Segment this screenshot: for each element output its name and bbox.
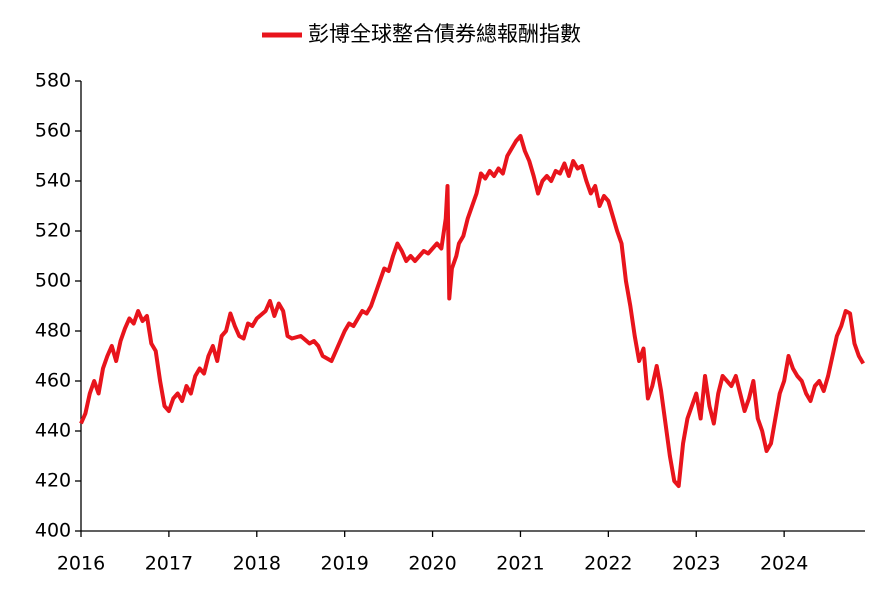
x-tick-label: 2018: [233, 553, 281, 575]
y-tick-label: 500: [35, 270, 71, 292]
x-tick-label: 2021: [496, 553, 544, 575]
y-tick-label: 400: [35, 520, 71, 542]
data-line: [79, 134, 865, 488]
y-tick-label: 580: [35, 70, 71, 92]
x-tick-label: 2016: [57, 553, 105, 575]
x-tick-label: 2019: [320, 553, 368, 575]
y-tick-label: 480: [35, 320, 71, 342]
y-tick-label: 440: [35, 420, 71, 442]
legend-text: 彭博全球整合債券總報酬指數: [308, 22, 581, 46]
y-tick-label: 520: [35, 220, 71, 242]
y-tick-label: 420: [35, 470, 71, 492]
x-tick-label: 2020: [408, 553, 456, 575]
y-tick-label: 560: [35, 120, 71, 142]
x-tick-label: 2017: [145, 553, 193, 575]
x-tick-label: 2023: [672, 553, 720, 575]
x-tick-label: 2022: [584, 553, 632, 575]
y-tick-label: 540: [35, 170, 71, 192]
y-tick-label: 460: [35, 370, 71, 392]
x-tick-label: 2024: [760, 553, 808, 575]
